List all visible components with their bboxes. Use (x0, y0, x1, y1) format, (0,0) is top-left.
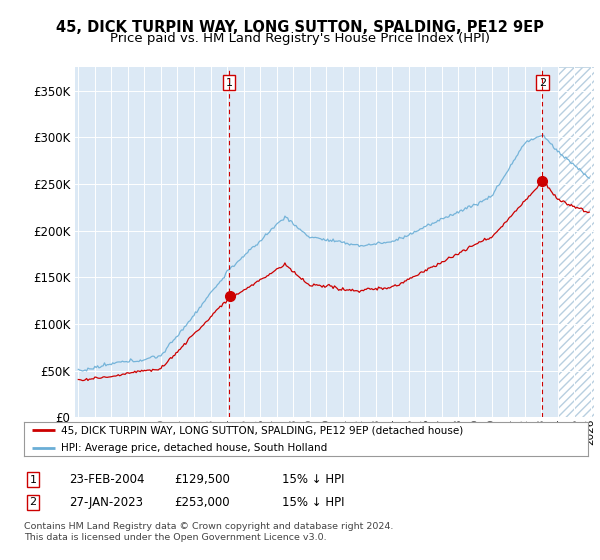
Text: Contains HM Land Registry data © Crown copyright and database right 2024.: Contains HM Land Registry data © Crown c… (24, 522, 394, 531)
Text: 27-JAN-2023: 27-JAN-2023 (69, 496, 143, 509)
Text: £129,500: £129,500 (174, 473, 230, 487)
Text: 23-FEB-2004: 23-FEB-2004 (69, 473, 145, 487)
Text: This data is licensed under the Open Government Licence v3.0.: This data is licensed under the Open Gov… (24, 533, 326, 542)
Text: £253,000: £253,000 (174, 496, 230, 509)
Text: 15% ↓ HPI: 15% ↓ HPI (282, 473, 344, 487)
Text: 1: 1 (226, 78, 233, 88)
Text: HPI: Average price, detached house, South Holland: HPI: Average price, detached house, Sout… (61, 443, 327, 452)
Text: 1: 1 (29, 475, 37, 485)
Bar (557, 67, 599, 417)
Text: 45, DICK TURPIN WAY, LONG SUTTON, SPALDING, PE12 9EP (detached house): 45, DICK TURPIN WAY, LONG SUTTON, SPALDI… (61, 426, 463, 435)
Text: 2: 2 (29, 497, 37, 507)
Text: 2: 2 (539, 78, 546, 88)
Text: Price paid vs. HM Land Registry's House Price Index (HPI): Price paid vs. HM Land Registry's House … (110, 32, 490, 45)
Text: 45, DICK TURPIN WAY, LONG SUTTON, SPALDING, PE12 9EP: 45, DICK TURPIN WAY, LONG SUTTON, SPALDI… (56, 20, 544, 35)
Text: 15% ↓ HPI: 15% ↓ HPI (282, 496, 344, 509)
